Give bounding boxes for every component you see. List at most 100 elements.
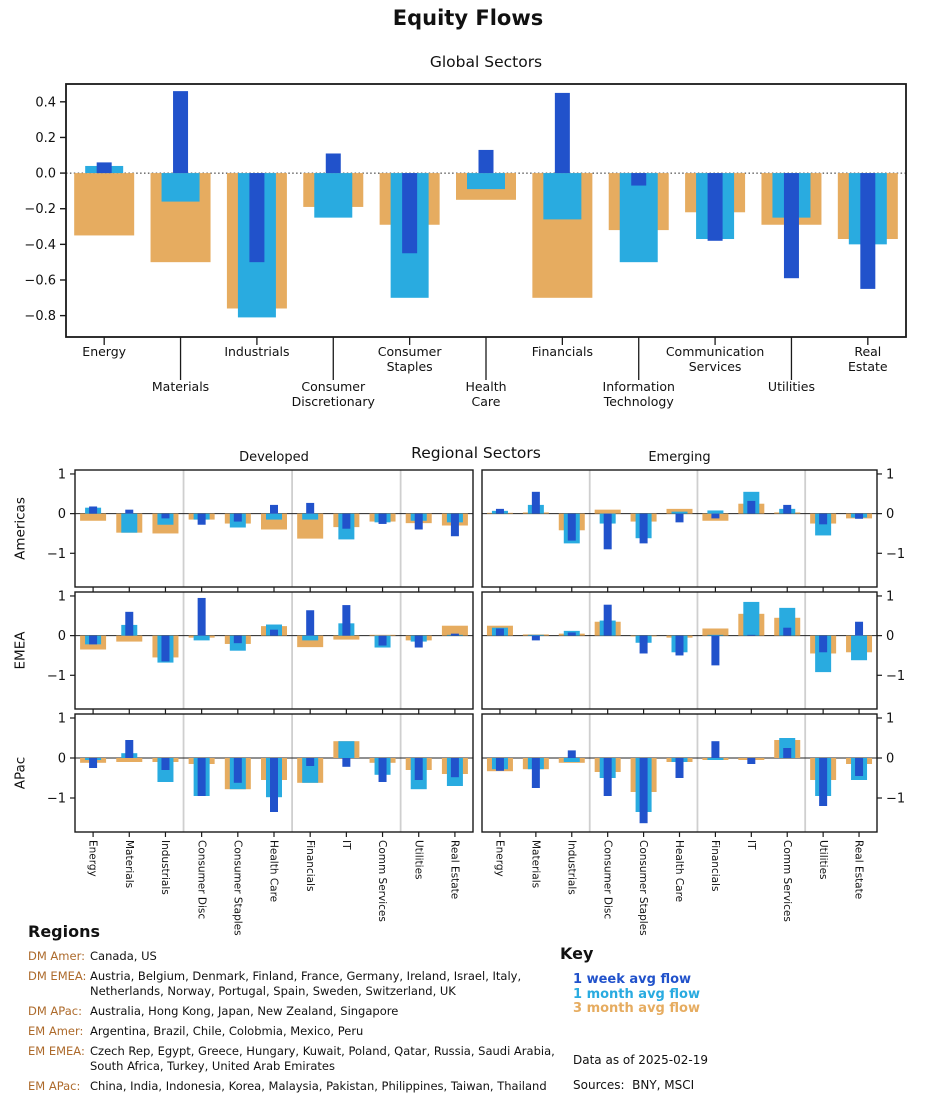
bar-week1-Industrials: [567, 632, 576, 636]
key-item-month1: 1 month avg flow: [573, 986, 700, 1002]
regional-xtick-label: Industrials: [159, 840, 171, 895]
panel-ytick-label: 0: [886, 629, 894, 644]
sources-label: Sources: BNY, MSCI: [573, 1078, 695, 1092]
bar-month3-Health-Care: [666, 508, 693, 514]
bar-week1-IT: [342, 513, 351, 529]
bar-month3-Materials: [116, 635, 143, 642]
bar-week1-Consumer-Disc: [197, 758, 206, 796]
panel-ytick-label: 0: [886, 752, 894, 767]
bar-week1-Industrials: [567, 513, 576, 541]
bar-week1-Utilities: [783, 173, 799, 279]
regional-xtick-label: Health Care: [673, 840, 685, 902]
bar-week1-Real-Estate: [855, 758, 864, 776]
bar-week1-Real-Estate: [450, 633, 459, 636]
regional-xtick-label: Utilities: [412, 840, 424, 880]
bar-week1-Comm-Services: [783, 504, 792, 514]
global-xtick-label: Technology: [603, 394, 675, 409]
regional-xtick-label: Financials: [709, 840, 721, 891]
panel-apac-developed: 1 0 −1 Energy Materials Industrials Consumer D…: [47, 712, 474, 936]
panel-emea-emerging: 1 0 −1: [481, 589, 905, 714]
region-label: DM APac:: [28, 1004, 82, 1018]
bar-week1-Comm-Services: [783, 748, 792, 758]
bar-week1-Consumer-Staples: [639, 635, 648, 654]
bar-week1-Health-Care: [270, 504, 278, 514]
region-row: DM Amer: Canada, US: [28, 949, 563, 964]
bar-month1-Industrials: [157, 513, 174, 525]
bar-week1-Industrials: [567, 750, 576, 758]
bar-week1-Consumer-Staples: [639, 758, 648, 824]
bar-week1-Financials: [306, 502, 315, 514]
panel-ytick-label: 0: [886, 507, 894, 522]
global-ytick-label: −0.8: [24, 309, 56, 324]
regional-sectors-chart: Regional Sectors Developed Emerging America…: [12, 444, 905, 936]
bar-week1-Real-Estate: [450, 513, 459, 537]
bar-week1-Financials: [306, 610, 315, 636]
bar-week1-Consumer-Staples: [233, 513, 242, 522]
global-xtick-label: Discretionary: [292, 394, 376, 409]
region-label: DM Amer:: [28, 949, 85, 963]
region-row: DM EMEA: Austria, Belgium, Denmark, Finla…: [28, 969, 563, 999]
bar-week1-IT: [747, 634, 756, 636]
regional-xtick-label: IT: [340, 840, 352, 850]
bar-week1-Health-Care: [675, 635, 684, 656]
regional-xtick-label: Materials: [530, 840, 542, 888]
global-xtick-label: Industrials: [224, 344, 289, 359]
bar-week1-Information-Technology: [631, 173, 647, 186]
regional-xtick-label: Health Care: [268, 840, 280, 902]
bar-week1-Financials: [711, 513, 720, 519]
global-xtick-label: Energy: [82, 344, 126, 359]
bar-week1-IT: [747, 500, 756, 514]
region-value: Czech Rep, Egypt, Greece, Hungary, Kuwai…: [90, 1044, 555, 1073]
regional-xtick-label: Consumer Disc: [601, 840, 613, 919]
regions-heading: Regions: [28, 922, 101, 941]
bar-week1-Real-Estate: [855, 513, 864, 519]
bar-week1-Energy: [495, 508, 504, 514]
bar-week1-Materials: [531, 491, 540, 514]
region-value: Canada, US: [90, 949, 157, 963]
global-xtick-label: Financials: [532, 344, 593, 359]
bar-week1-Consumer-Staples: [639, 513, 648, 544]
bar-week1-Health-Care: [270, 629, 278, 636]
regional-xtick-label: Comm Services: [376, 840, 388, 922]
bar-week1-IT: [342, 605, 351, 636]
bar-month1-Health-Care: [671, 511, 688, 514]
col-title-emerging: Emerging: [648, 450, 710, 465]
bar-week1-Energy: [495, 628, 504, 636]
region-row: EM APac: China, India, Indonesia, Korea, …: [28, 1079, 563, 1094]
bar-month1-Financials: [302, 635, 319, 641]
bar-week1-Consumer-Disc: [603, 758, 612, 796]
region-value: Austria, Belgium, Denmark, Finland, Fran…: [90, 969, 522, 998]
bar-week1-Utilities: [819, 513, 828, 525]
bar-week1-Comm-Services: [378, 758, 387, 782]
regional-xtick-label: Real Estate: [449, 840, 461, 899]
key-panel: Key 1 week avg flow 1 month avg flow 3 mon…: [560, 944, 890, 1017]
bar-week1-Financials: [554, 92, 570, 174]
region-value: Argentina, Brazil, Chile, Colobmia, Mexi…: [90, 1024, 364, 1038]
region-value: China, India, Indonesia, Korea, Malaysia…: [90, 1079, 547, 1093]
bar-month3-Energy: [74, 173, 135, 236]
bar-week1-Consumer-Disc: [197, 597, 206, 636]
bar-month3-Materials: [116, 758, 143, 762]
page-title: Equity Flows: [392, 6, 544, 30]
global-chart-title: Global Sectors: [430, 53, 542, 71]
bar-week1-Industrials: [161, 758, 170, 770]
col-title-developed: Developed: [239, 450, 309, 465]
bar-week1-Financials: [711, 635, 720, 666]
row-title-apac: APac: [12, 757, 28, 789]
panel-ytick-label: 1: [886, 589, 894, 604]
bar-week1-Real-Estate: [855, 621, 864, 636]
bar-month1-Financials: [707, 634, 724, 636]
bar-month1-Financials: [707, 510, 724, 514]
global-xtick-label: Utilities: [768, 379, 815, 394]
bar-month3-Comm-Services: [369, 634, 396, 636]
bar-month1-Materials: [121, 513, 138, 533]
bar-week1-Comm-Services: [378, 513, 387, 524]
bar-week1-Utilities: [819, 758, 828, 806]
regional-xtick-label: Financials: [304, 840, 316, 891]
bar-week1-Consumer-Discretionary: [325, 153, 341, 174]
bar-week1-Materials: [531, 758, 540, 788]
region-label: EM EMEA:: [28, 1044, 85, 1058]
bar-month1-IT: [338, 741, 355, 758]
global-chart-bars: [74, 91, 898, 318]
global-ytick-label: −0.4: [24, 238, 56, 253]
